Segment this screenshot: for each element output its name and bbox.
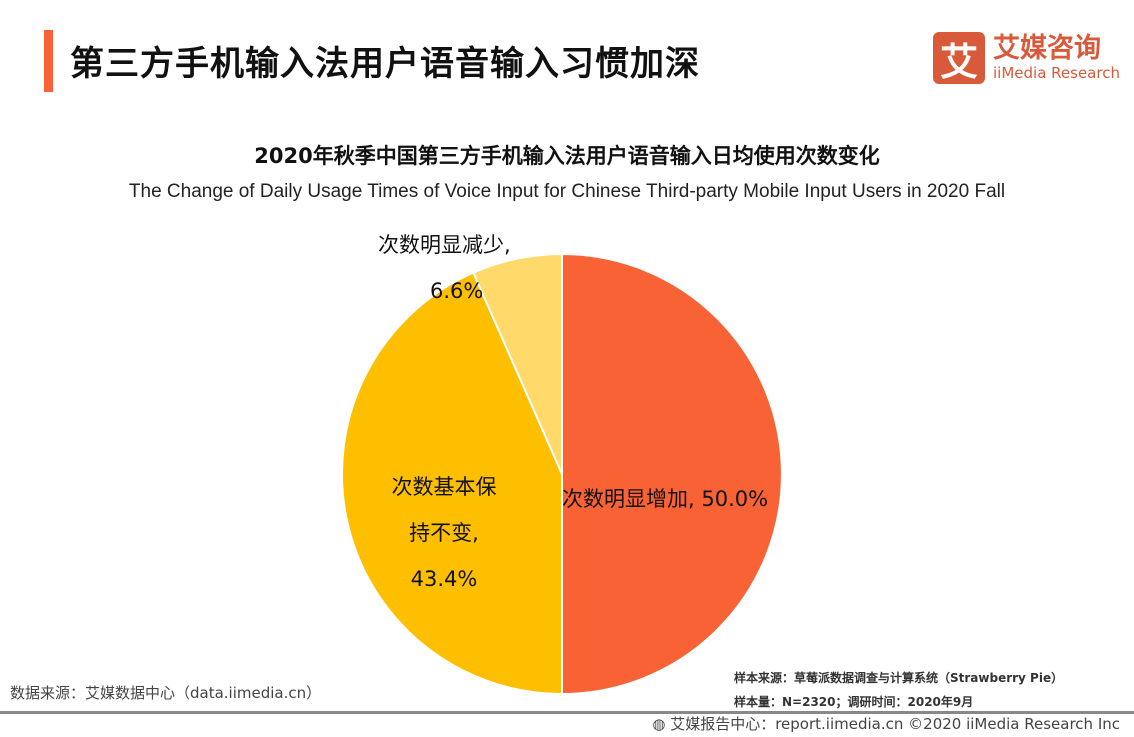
label-decrease: 次数明显减少, 6.6%: [378, 222, 538, 314]
chart-title: 2020年秋季中国第三方手机输入法用户语音输入日均使用次数变化: [254, 144, 880, 168]
title-accent-bar: [44, 30, 53, 92]
sample-size: 样本量：N=2320；调研时间：2020年9月: [734, 695, 974, 709]
pie-slice-1: [341, 271, 563, 696]
label-decrease-line1: 次数明显减少,: [378, 233, 511, 257]
page-title: 第三方手机输入法用户语音输入习惯加深: [70, 44, 700, 84]
label-unchanged-line2: 持不变,: [409, 521, 479, 545]
chart-subtitle: The Change of Daily Usage Times of Voice…: [128, 181, 1006, 202]
logo-en: iiMedia Research: [993, 64, 1120, 82]
label-unchanged: 次数基本保 持不变, 43.4%: [384, 464, 504, 602]
footer-report-text: 艾媒报告中心：report.iimedia.cn ©2020 iiMedia R…: [670, 715, 1120, 733]
pie-slice-0: [561, 252, 783, 696]
logo-cn: 艾媒咨询: [993, 33, 1101, 64]
label-increase: 次数明显增加, 50.0%: [562, 487, 769, 511]
pie-slice-2: [472, 252, 563, 475]
label-unchanged-line1: 次数基本保: [391, 475, 497, 499]
logo: 艾 艾媒咨询 iiMedia Research: [933, 32, 1120, 84]
logo-mark: 艾: [933, 32, 985, 84]
label-decrease-line2: 6.6%: [430, 279, 484, 303]
globe-icon: ◍: [652, 715, 671, 733]
footer-report: ◍ 艾媒报告中心：report.iimedia.cn ©2020 iiMedia…: [652, 713, 1120, 734]
footer-divider: [0, 711, 1134, 714]
data-source: 数据来源：艾媒数据中心（data.iimedia.cn）: [10, 684, 322, 702]
sample-source: 样本来源：草莓派数据调查与计算系统（Strawberry Pie）: [734, 671, 1064, 685]
label-unchanged-line3: 43.4%: [410, 567, 478, 591]
